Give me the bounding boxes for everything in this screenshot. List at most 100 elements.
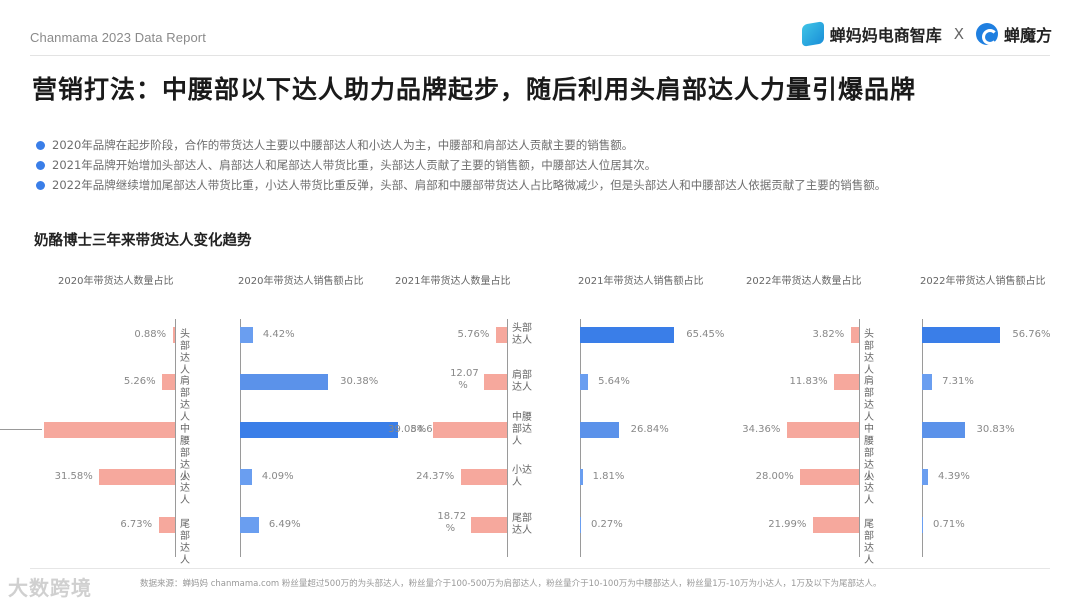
- category-label: 尾部达人: [180, 519, 190, 566]
- chanmama-logo-icon: [801, 21, 824, 47]
- bullet-dot-icon: [36, 180, 45, 190]
- sales-value-label: 54.61%: [410, 424, 449, 435]
- brand-left: 蝉妈妈电商智库: [829, 26, 942, 45]
- category-label: 头部达人: [512, 323, 532, 346]
- sales-value-label: 0.27%: [591, 519, 623, 530]
- count-bar: [812, 517, 859, 533]
- bullet-item: 2022年品牌继续增加尾部达人带货比重，小达人带货比重反弹，头部、肩部和中腰部带…: [36, 175, 886, 195]
- category-label: 中腰部达人: [180, 424, 190, 483]
- count-value-label: 5.26%: [123, 376, 156, 387]
- category-label: 小达人: [864, 471, 874, 506]
- count-bar: [43, 422, 175, 438]
- count-bar: [172, 327, 175, 343]
- sales-value-label: 0.71%: [933, 519, 965, 530]
- sales-value-label: 30.83%: [976, 424, 1015, 435]
- chart-section-title: 奶酪博士三年来带货达人变化趋势: [34, 233, 252, 249]
- count-value-label: 31.58%: [54, 471, 93, 482]
- sales-value-label: 4.39%: [938, 471, 970, 482]
- count-value-label: 12.07%: [450, 368, 479, 391]
- count-value-label: 3.82%: [812, 329, 845, 340]
- sales-value-label: 4.09%: [261, 471, 294, 482]
- category-label: 小达人: [180, 471, 190, 506]
- count-bar: [800, 469, 859, 485]
- sales-bar: [240, 517, 259, 533]
- count-chart-title: 2022年带货达人数量占比: [746, 276, 862, 287]
- count-value-label: 6.73%: [120, 519, 153, 530]
- sales-bar: [580, 469, 583, 485]
- count-bar: [162, 374, 175, 390]
- sales-bar: [580, 517, 581, 533]
- count-bar: [432, 422, 507, 438]
- category-label: 尾部达人: [864, 519, 874, 566]
- count-bar: [158, 517, 175, 533]
- watermark-logo: 大数跨境: [8, 576, 92, 600]
- label-leader-line: [0, 429, 42, 430]
- count-value-label: 28.00%: [755, 471, 794, 482]
- bullet-dot-icon: [36, 160, 45, 170]
- count-bar: [496, 327, 507, 343]
- count-value-label: 11.83%: [789, 376, 828, 387]
- header-divider: [30, 55, 1050, 56]
- category-label: 中腰部达人: [512, 412, 532, 447]
- count-bar: [484, 374, 507, 390]
- count-bar: [834, 374, 859, 390]
- bullet-list: 2020年品牌在起步阶段，合作的带货达人主要以中腰部达人和小达人为主，中腰部和肩…: [36, 135, 886, 195]
- category-label: 尾部达人: [512, 513, 532, 536]
- footer-note: 数据来源：蝉妈妈 chanmama.com 粉丝量超过500万的为头部达人，粉丝…: [140, 579, 882, 589]
- sales-bar: [922, 327, 1001, 343]
- sales-bar: [580, 422, 619, 438]
- category-label: 小达人: [512, 465, 532, 488]
- count-value-label: 34.36%: [742, 424, 781, 435]
- bullet-item: 2020年品牌在起步阶段，合作的带货达人主要以中腰部达人和小达人为主，中腰部和肩…: [36, 135, 886, 155]
- sales-chart-title: 2020年带货达人销售额占比: [238, 276, 364, 287]
- category-label: 头部达人: [180, 329, 190, 376]
- sales-value-label: 6.49%: [268, 519, 301, 530]
- count-value-label: 0.88%: [134, 329, 167, 340]
- sales-axis: [580, 319, 581, 557]
- sales-value-label: 30.38%: [340, 376, 379, 387]
- bullet-dot-icon: [36, 140, 45, 150]
- category-label: 头部达人: [864, 329, 874, 376]
- sales-bar: [580, 327, 675, 343]
- sales-axis: [240, 319, 241, 557]
- count-axis: [507, 319, 508, 557]
- footer-divider: [30, 568, 1050, 569]
- sales-value-label: 5.64%: [598, 376, 630, 387]
- count-value-label: 5.76%: [457, 329, 490, 340]
- sales-value-label: 65.45%: [686, 329, 725, 340]
- chanmofang-logo-icon: [975, 23, 998, 45]
- count-axis: [175, 319, 176, 557]
- count-bar: [786, 422, 859, 438]
- count-bar: [99, 469, 175, 485]
- category-label: 肩部达人: [864, 376, 874, 423]
- count-bar: [471, 517, 507, 533]
- sales-bar: [922, 422, 965, 438]
- sales-value-label: 7.31%: [942, 376, 974, 387]
- count-chart-title: 2021年带货达人数量占比: [395, 276, 511, 287]
- count-value-label: 24.37%: [416, 471, 455, 482]
- sales-bar: [922, 517, 923, 533]
- category-label: 肩部达人: [180, 376, 190, 423]
- count-value-label: 18.72%: [437, 511, 467, 534]
- brand-separator: X: [953, 25, 964, 43]
- sales-chart-title: 2022年带货达人销售额占比: [920, 276, 1046, 287]
- sales-bar: [240, 374, 329, 390]
- sales-bar: [240, 327, 253, 343]
- count-chart-title: 2020年带货达人数量占比: [58, 276, 174, 287]
- page-title: 营销打法：中腰部以下达人助力品牌起步，随后利用头肩部达人力量引爆品牌: [32, 75, 917, 104]
- category-label: 肩部达人: [512, 370, 532, 393]
- sales-bar: [240, 422, 399, 438]
- sales-bar: [922, 469, 929, 485]
- sales-axis: [922, 319, 923, 557]
- sales-bar: [922, 374, 933, 390]
- sales-value-label: 56.76%: [1012, 329, 1051, 340]
- count-bar: [850, 327, 859, 343]
- count-value-label: 39.08%: [388, 424, 427, 435]
- count-axis: [859, 319, 860, 557]
- report-label: Chanmama 2023 Data Report: [30, 30, 206, 45]
- sales-value-label: 1.81%: [592, 471, 625, 482]
- count-value-label: 21.99%: [768, 519, 807, 530]
- brand-lockup: 蝉妈妈电商智库 X 蝉魔方: [801, 21, 1052, 47]
- sales-bar: [240, 469, 252, 485]
- bullet-item: 2021年品牌开始增加头部达人、肩部达人和尾部达人带货比重，头部达人贡献了主要的…: [36, 155, 886, 175]
